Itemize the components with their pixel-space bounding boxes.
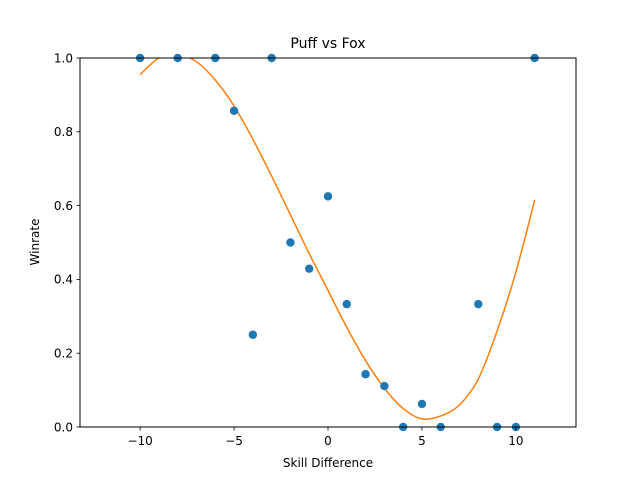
chart-title: Puff vs Fox bbox=[290, 36, 365, 52]
x-axis: −10 −5 0 5 10 bbox=[127, 427, 524, 448]
scatter-point bbox=[323, 192, 333, 201]
scatter-point bbox=[417, 399, 427, 409]
scatter-point bbox=[229, 106, 239, 115]
scatter-point bbox=[474, 299, 483, 309]
fit-curve bbox=[139, 58, 536, 421]
scatter-point bbox=[342, 299, 351, 309]
x-tick-label: 0 bbox=[324, 434, 332, 448]
x-tick-label: −5 bbox=[225, 434, 243, 448]
y-tick-label: 0.0 bbox=[54, 420, 73, 434]
scatter-point bbox=[248, 330, 258, 339]
y-axis: 0.0 0.2 0.4 0.6 0.8 1.0 bbox=[54, 51, 80, 434]
x-tick-label: −10 bbox=[127, 434, 152, 448]
plot-area bbox=[79, 53, 577, 432]
y-tick-label: 0.2 bbox=[54, 347, 73, 361]
y-tick-label: 1.0 bbox=[54, 51, 73, 65]
scatter-point bbox=[305, 264, 314, 273]
scatter-point bbox=[286, 238, 295, 247]
x-tick-label: 5 bbox=[418, 434, 426, 448]
y-axis-label: Winrate bbox=[28, 219, 42, 266]
x-tick-label: 10 bbox=[508, 434, 523, 448]
scatter-point bbox=[380, 381, 389, 391]
scatter-point bbox=[361, 370, 370, 379]
x-axis-label: Skill Difference bbox=[283, 456, 373, 470]
y-tick-label: 0.8 bbox=[54, 125, 73, 139]
y-tick-label: 0.6 bbox=[54, 199, 73, 213]
fit-layer bbox=[139, 58, 536, 421]
y-tick-label: 0.4 bbox=[54, 273, 73, 287]
